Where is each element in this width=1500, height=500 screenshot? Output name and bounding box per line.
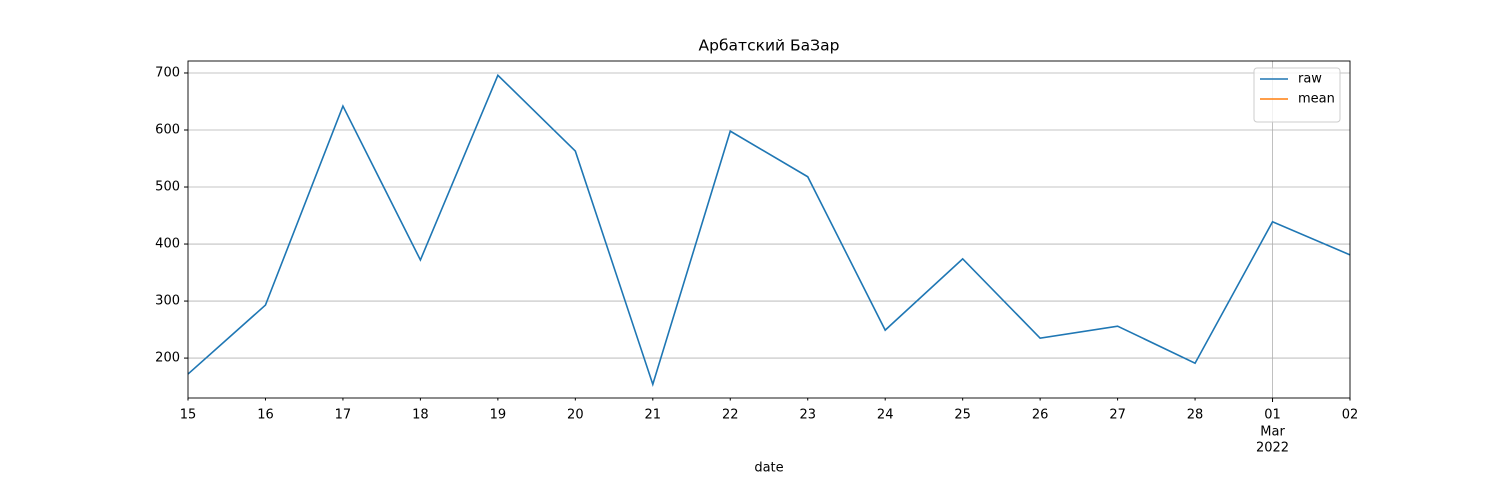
- x-tick-label: 27: [1109, 408, 1126, 423]
- x-tick-label: 01: [1264, 408, 1281, 423]
- x-tick-label: 15: [180, 408, 197, 423]
- x-tick-label: 16: [257, 408, 274, 423]
- chart-title: Арбатский БаЗар: [699, 37, 840, 55]
- legend-label: raw: [1298, 72, 1322, 87]
- x-tick-label: 26: [1032, 408, 1049, 423]
- x-tick-label: 17: [335, 408, 352, 423]
- line-series: [187, 73, 1351, 387]
- x-tick-label: 23: [799, 408, 816, 423]
- y-tick-label: 200: [155, 351, 180, 366]
- y-tick-label: 600: [155, 122, 180, 137]
- x-tick-sublabel: 2022: [1256, 441, 1289, 456]
- x-tick-label: 24: [877, 408, 894, 423]
- y-tick-label: 500: [155, 180, 180, 195]
- x-tick-label: 20: [567, 408, 584, 423]
- x-tick-label: 18: [412, 408, 429, 423]
- plot-frame: [187, 60, 1351, 399]
- legend-label: mean: [1298, 92, 1335, 107]
- x-tick-sublabel: Mar: [1260, 425, 1285, 440]
- x-tick-label: 21: [645, 408, 662, 423]
- y-tick-label: 700: [155, 65, 180, 80]
- x-tick-label: 22: [722, 408, 739, 423]
- x-tick-label: 19: [490, 408, 507, 423]
- legend-box: [1253, 67, 1341, 123]
- x-tick-label: 02: [1342, 408, 1359, 423]
- x-tick-label: 25: [954, 408, 971, 423]
- x-tick-label: 28: [1187, 408, 1204, 423]
- x-axis-label: date: [754, 461, 783, 476]
- y-tick-label: 400: [155, 237, 180, 252]
- y-tick-label: 300: [155, 294, 180, 309]
